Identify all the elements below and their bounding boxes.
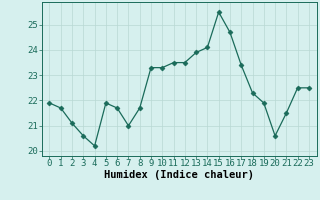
X-axis label: Humidex (Indice chaleur): Humidex (Indice chaleur) xyxy=(104,170,254,180)
